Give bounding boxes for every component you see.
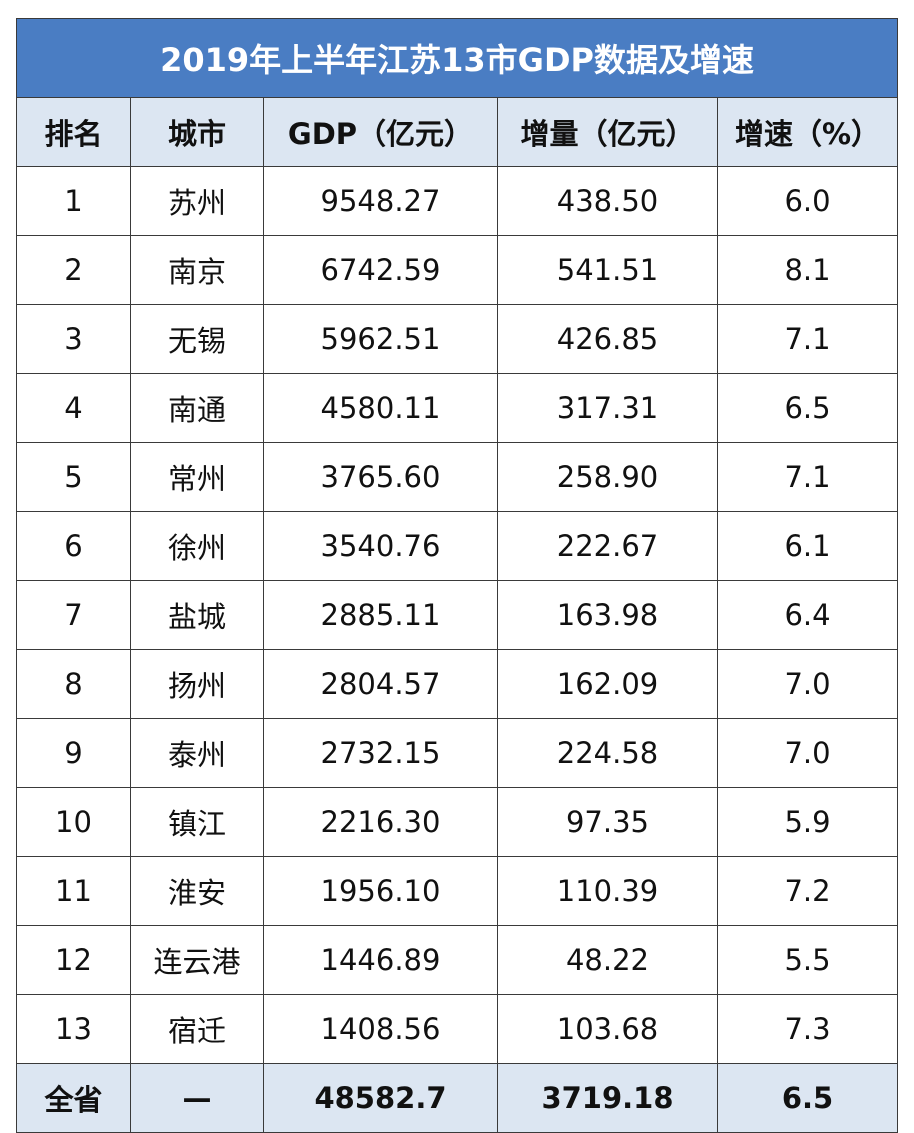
data-row-cell: 徐州 [130, 511, 264, 581]
data-row-cell: 97.35 [497, 787, 718, 857]
data-row-cell: 连云港 [130, 925, 264, 995]
data-row: 7 盐城 2885.11 163.98 6.4 [16, 580, 899, 650]
header-row-cell: 增速（%） [716, 97, 899, 167]
header-row: 排名 城市 GDP（亿元） 增量（亿元） 增速（%） [16, 97, 899, 167]
total-row-cell: 48582.7 [263, 1063, 498, 1133]
data-row: 9 泰州 2732.15 224.58 7.0 [16, 718, 899, 788]
data-row: 4 南通 4580.11 317.31 6.5 [16, 373, 899, 443]
header-row-cell: 排名 [16, 97, 131, 167]
data-row-cell: 淮安 [130, 856, 264, 926]
data-row-cell: 9 [16, 718, 131, 788]
data-row-cell: 3540.76 [263, 511, 498, 581]
data-row-cell: 2804.57 [263, 649, 498, 719]
data-row-cell: 镇江 [130, 787, 264, 857]
data-row: 10 镇江 2216.30 97.35 5.9 [16, 787, 899, 857]
data-row-cell: 426.85 [497, 304, 718, 374]
data-row-cell: 宿迁 [130, 994, 264, 1064]
data-row-cell: 6742.59 [263, 235, 498, 305]
data-row-cell: 5962.51 [263, 304, 498, 374]
data-row-cell: 常州 [130, 442, 264, 512]
data-row-cell: 7 [16, 580, 131, 650]
data-row-cell: 盐城 [130, 580, 264, 650]
data-row-cell: 4 [16, 373, 131, 443]
data-row: 13 宿迁 1408.56 103.68 7.3 [16, 994, 899, 1064]
data-row-cell: 3 [16, 304, 131, 374]
header-row-cell: GDP（亿元） [263, 97, 498, 167]
data-row-cell: 48.22 [497, 925, 718, 995]
data-row-cell: 9548.27 [263, 166, 498, 236]
data-row-cell: 6.4 [716, 580, 899, 650]
data-row-cell: 224.58 [497, 718, 718, 788]
data-row: 1 苏州 9548.27 438.50 6.0 [16, 166, 899, 236]
data-row-cell: 8 [16, 649, 131, 719]
data-row-cell: 4580.11 [263, 373, 498, 443]
data-row-cell: 163.98 [497, 580, 718, 650]
data-row-cell: 1446.89 [263, 925, 498, 995]
data-row-cell: 317.31 [497, 373, 718, 443]
data-row-cell: 南通 [130, 373, 264, 443]
data-row-cell: 2885.11 [263, 580, 498, 650]
data-row: 11 淮安 1956.10 110.39 7.2 [16, 856, 899, 926]
data-row-cell: 2216.30 [263, 787, 498, 857]
data-row-cell: 3765.60 [263, 442, 498, 512]
data-row-cell: 162.09 [497, 649, 718, 719]
total-row-cell: — [130, 1063, 264, 1133]
data-row-cell: 7.1 [716, 304, 899, 374]
title-row: 2019年上半年江苏13市GDP数据及增速 [15, 18, 899, 98]
data-row-cell: 7.0 [716, 718, 899, 788]
gdp-table: 2019年上半年江苏13市GDP数据及增速 排名 城市 GDP（亿元） 增量（亿元）增… [15, 18, 899, 1133]
data-row-cell: 541.51 [497, 235, 718, 305]
data-row-cell: 南京 [130, 235, 264, 305]
data-row-cell: 12 [16, 925, 131, 995]
data-row-cell: 7.1 [716, 442, 899, 512]
data-row-cell: 1408.56 [263, 994, 498, 1064]
data-row-cell: 258.90 [497, 442, 718, 512]
data-row-cell: 7.3 [716, 994, 899, 1064]
data-row-cell: 7.2 [716, 856, 899, 926]
data-row-cell: 无锡 [130, 304, 264, 374]
total-row-cell: 6.5 [716, 1063, 899, 1133]
data-row-cell: 10 [16, 787, 131, 857]
data-row-cell: 5 [16, 442, 131, 512]
data-row: 5 常州 3765.60 258.90 7.1 [16, 442, 899, 512]
data-row-cell: 6 [16, 511, 131, 581]
data-row-cell: 2 [16, 235, 131, 305]
data-row-cell: 13 [16, 994, 131, 1064]
data-row: 6 徐州 3540.76 222.67 6.1 [16, 511, 899, 581]
total-row-cell: 全省 [16, 1063, 131, 1133]
data-row: 12 连云港 1446.89 48.22 5.5 [16, 925, 899, 995]
data-row-cell: 6.1 [716, 511, 899, 581]
total-row: 全省 —48582.7 3719.18 6.5 [16, 1063, 899, 1133]
data-row: 8 扬州 2804.57 162.09 7.0 [16, 649, 899, 719]
data-row-cell: 7.0 [716, 649, 899, 719]
data-row-cell: 438.50 [497, 166, 718, 236]
data-row-cell: 103.68 [497, 994, 718, 1064]
data-row: 3 无锡 5962.51 426.85 7.1 [16, 304, 899, 374]
data-row-cell: 222.67 [497, 511, 718, 581]
data-row: 2 南京 6742.59 541.51 8.1 [16, 235, 899, 305]
data-row-cell: 5.9 [716, 787, 899, 857]
data-row-cell: 1956.10 [263, 856, 498, 926]
data-row-cell: 泰州 [130, 718, 264, 788]
data-row-cell: 1 [16, 166, 131, 236]
data-row-cell: 扬州 [130, 649, 264, 719]
table-body: 2019年上半年江苏13市GDP数据及增速 排名 城市 GDP（亿元） 增量（亿元）增… [15, 18, 899, 1133]
header-row-cell: 增量（亿元） [497, 97, 718, 167]
data-row-cell: 8.1 [716, 235, 899, 305]
data-row-cell: 苏州 [130, 166, 264, 236]
data-row-cell: 6.0 [716, 166, 899, 236]
data-row-cell: 6.5 [716, 373, 899, 443]
table-title: 2019年上半年江苏13市GDP数据及增速 [15, 18, 899, 98]
data-row-cell: 5.5 [716, 925, 899, 995]
data-row-cell: 110.39 [497, 856, 718, 926]
header-row-cell: 城市 [130, 97, 264, 167]
data-row-cell: 11 [16, 856, 131, 926]
total-row-cell: 3719.18 [497, 1063, 718, 1133]
data-row-cell: 2732.15 [263, 718, 498, 788]
